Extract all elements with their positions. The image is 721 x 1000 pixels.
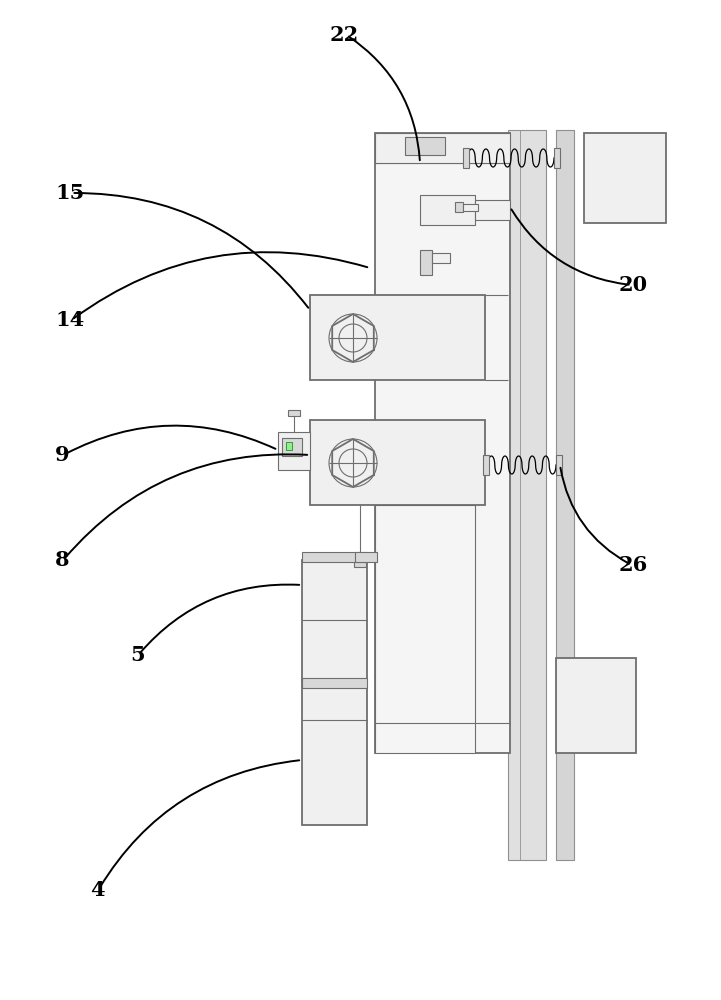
Bar: [475, 200, 510, 220]
Bar: [302, 678, 367, 688]
Bar: [554, 148, 560, 168]
Bar: [463, 148, 469, 168]
Bar: [556, 658, 636, 753]
Bar: [310, 295, 485, 380]
Bar: [375, 505, 475, 753]
Bar: [455, 202, 463, 212]
Bar: [405, 137, 445, 155]
Bar: [278, 432, 310, 470]
Bar: [584, 133, 666, 223]
Text: 26: 26: [619, 555, 648, 575]
Bar: [310, 420, 485, 505]
Bar: [302, 552, 367, 562]
Bar: [556, 455, 562, 475]
Bar: [288, 410, 300, 416]
Bar: [432, 253, 450, 263]
Bar: [302, 680, 367, 825]
Text: 20: 20: [619, 275, 648, 295]
Bar: [463, 204, 478, 211]
Bar: [556, 130, 574, 860]
Text: 9: 9: [55, 445, 70, 465]
Bar: [375, 133, 510, 753]
Bar: [420, 250, 432, 275]
Bar: [286, 442, 292, 450]
Bar: [420, 195, 475, 225]
Bar: [508, 130, 546, 860]
Text: 4: 4: [90, 880, 105, 900]
Text: 8: 8: [55, 550, 69, 570]
Text: 15: 15: [55, 183, 84, 203]
Text: 5: 5: [130, 645, 145, 665]
Bar: [282, 438, 302, 456]
Bar: [354, 561, 366, 567]
Bar: [355, 552, 377, 562]
Text: 14: 14: [55, 310, 84, 330]
Bar: [483, 455, 489, 475]
Bar: [302, 560, 367, 680]
Bar: [375, 133, 510, 163]
Text: 22: 22: [330, 25, 359, 45]
